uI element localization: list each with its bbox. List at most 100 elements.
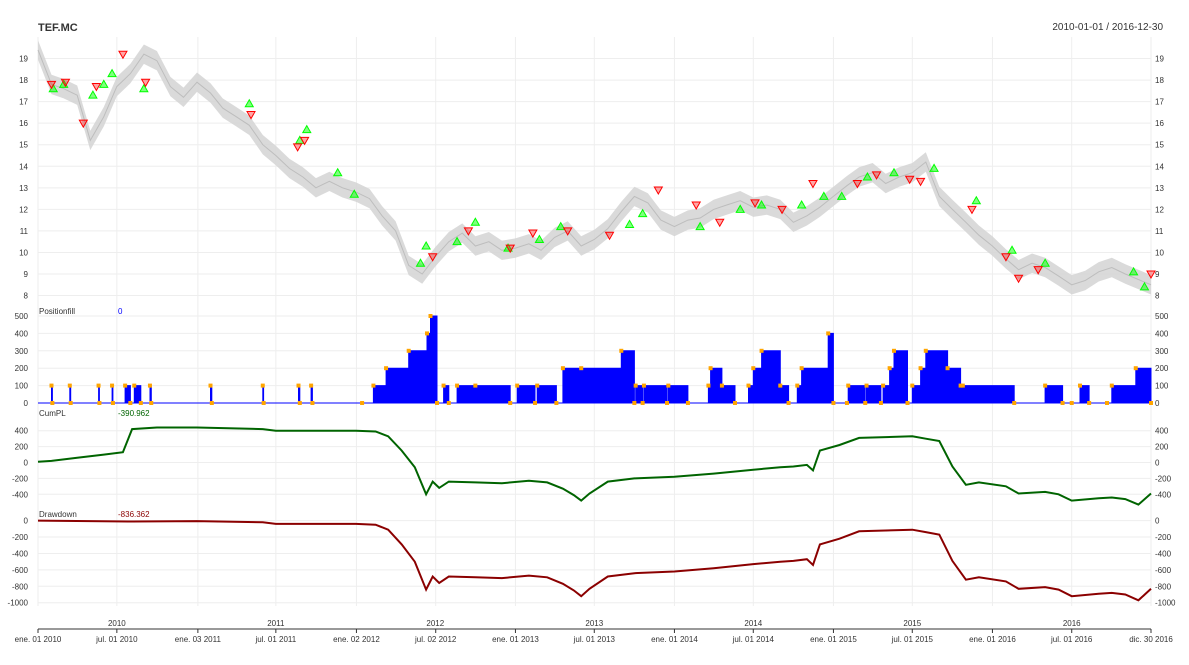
x-tick-label: ene. 01 2015 <box>810 635 857 644</box>
position-change-marker <box>384 366 389 371</box>
position-y-tick-left-0: 0 <box>24 399 29 408</box>
sell-signal-marker <box>604 231 615 241</box>
price-y-tick-left-9: 17 <box>19 98 28 107</box>
position-change-marker <box>665 401 670 405</box>
cumpl-y-tick-left-3: 200 <box>15 443 29 452</box>
price-y-tick-left-7: 15 <box>19 141 28 150</box>
position-change-marker <box>473 383 478 388</box>
price-y-tick-right-7: 15 <box>1155 141 1164 150</box>
drawdown-value-label: -836.362 <box>118 510 150 519</box>
sell-signal-marker <box>1033 266 1044 275</box>
position-change-marker <box>110 383 115 388</box>
position-change-marker <box>863 401 868 405</box>
buy-signal-marker <box>332 167 343 177</box>
sell-signal-marker <box>463 227 474 236</box>
position-change-marker <box>910 383 915 388</box>
position-change-marker <box>68 401 73 405</box>
price-y-tick-left-10: 18 <box>19 76 28 85</box>
position-y-tick-right-2: 200 <box>1155 364 1169 373</box>
buy-signal-marker <box>735 204 746 213</box>
sell-signal-marker <box>60 78 71 88</box>
position-change-marker <box>1069 401 1074 405</box>
year-label: 2014 <box>744 619 762 628</box>
year-label: 2010 <box>108 619 126 628</box>
position-panel-label: Positionfill <box>39 307 75 316</box>
price-y-tick-right-2: 10 <box>1155 248 1164 257</box>
position-value-label: 0 <box>118 307 123 316</box>
position-change-marker <box>1087 401 1092 405</box>
position-change-marker <box>1060 401 1065 405</box>
position-change-marker <box>128 401 133 405</box>
sell-signal-marker <box>750 199 760 208</box>
position-change-marker <box>371 383 376 388</box>
price-y-tick-left-11: 19 <box>19 55 28 64</box>
position-change-marker <box>719 383 724 388</box>
buy-signal-marker <box>138 83 149 93</box>
position-change-marker <box>891 348 896 353</box>
position-change-marker <box>260 383 265 388</box>
buy-signal-marker <box>98 79 109 88</box>
position-change-marker <box>360 401 365 405</box>
buy-signal-marker <box>971 195 982 205</box>
buy-signal-marker <box>470 217 481 226</box>
position-change-marker <box>1043 383 1048 388</box>
cumpl-value-label: -390.962 <box>118 409 150 418</box>
position-change-marker <box>209 401 214 405</box>
position-change-marker <box>49 383 54 388</box>
sell-signal-marker <box>118 50 128 60</box>
position-change-marker <box>132 383 137 388</box>
cumpl-panel-label: CumPL <box>39 409 66 418</box>
position-change-marker <box>97 401 102 405</box>
sell-signal-marker <box>527 229 538 239</box>
drawdown-panel-label: Drawdown <box>39 510 77 519</box>
sell-signal-marker <box>691 201 702 211</box>
sell-signal-marker <box>562 227 573 236</box>
position-change-marker <box>799 366 804 371</box>
position-change-marker <box>746 383 751 388</box>
price-y-tick-left-3: 11 <box>20 227 29 236</box>
x-tick-label: ene. 01 2014 <box>651 635 698 644</box>
sell-signal-marker <box>714 218 725 228</box>
buy-signal-marker <box>624 219 635 228</box>
sell-signal-marker <box>967 205 977 215</box>
price-y-tick-right-3: 11 <box>1155 227 1164 236</box>
drawdown-y-tick-right-0: -1000 <box>1155 599 1176 608</box>
price-y-tick-right-5: 13 <box>1155 184 1164 193</box>
position-change-marker <box>428 314 433 318</box>
cumpl-y-tick-left-2: 0 <box>24 459 29 468</box>
position-y-tick-right-4: 400 <box>1155 329 1169 338</box>
position-change-marker <box>844 401 849 405</box>
buy-signal-marker <box>244 98 255 108</box>
position-change-marker <box>619 348 624 353</box>
position-change-marker <box>296 383 301 388</box>
drawdown-y-tick-right-3: -400 <box>1155 549 1172 558</box>
buy-signal-marker <box>889 167 899 177</box>
position-change-marker <box>708 366 713 371</box>
buy-signal-marker <box>1128 266 1139 276</box>
sell-signal-marker <box>78 119 89 129</box>
x-tick-label: ene. 01 2016 <box>969 635 1016 644</box>
position-change-marker <box>666 383 671 388</box>
x-tick-label: jul. 02 2012 <box>414 635 457 644</box>
position-change-marker <box>633 383 638 388</box>
chart-title: TEF.MC <box>38 22 78 34</box>
position-change-marker <box>147 383 152 388</box>
buy-signal-marker <box>107 68 117 78</box>
x-tick-label: jul. 01 2015 <box>891 635 934 644</box>
position-y-tick-left-3: 300 <box>15 347 29 356</box>
x-tick-label: jul. 01 2014 <box>732 635 775 644</box>
position-change-marker <box>535 383 540 388</box>
position-change-marker <box>110 401 115 405</box>
position-change-marker <box>826 331 831 336</box>
drawdown-y-tick-right-2: -600 <box>1155 566 1172 575</box>
position-change-marker <box>123 383 128 388</box>
year-label: 2013 <box>585 619 603 628</box>
x-tick-label: dic. 30 2016 <box>1129 635 1173 644</box>
x-tick-label: jul. 01 2013 <box>573 635 616 644</box>
position-change-marker <box>261 401 266 405</box>
position-change-marker <box>508 401 513 405</box>
position-change-marker <box>441 383 446 388</box>
x-tick-label: ene. 01 2010 <box>15 635 62 644</box>
x-tick-label: ene. 01 2013 <box>492 635 539 644</box>
